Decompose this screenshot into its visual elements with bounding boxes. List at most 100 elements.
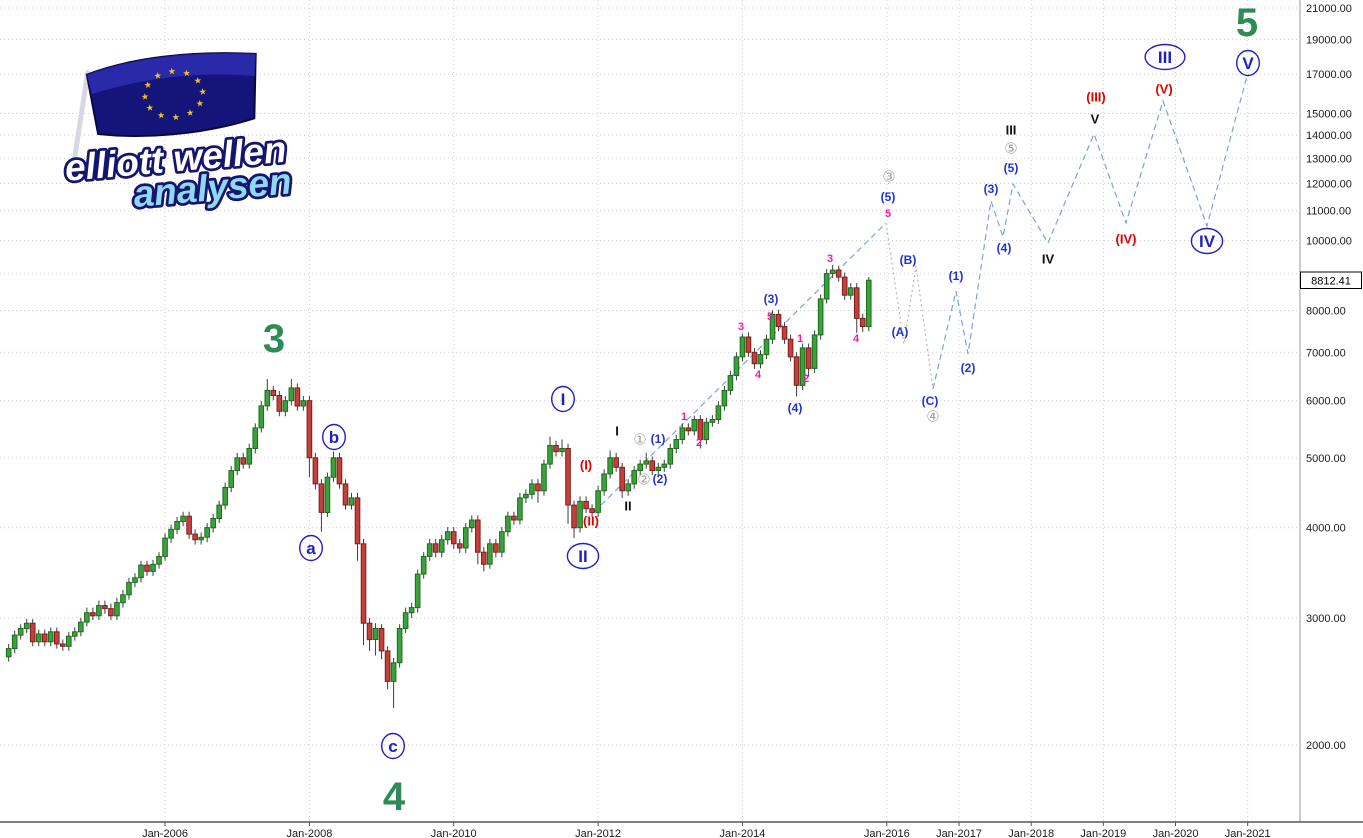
candle-body [763,338,770,356]
candle-body [583,500,589,510]
candle-body [240,457,247,465]
candle-body [438,539,445,553]
candle-body [90,612,96,617]
candle-body [679,427,686,440]
x-axis-label: Jan-2020 [1153,828,1199,838]
candle-body [41,633,48,643]
candle-body [132,577,138,583]
last-price-box: 8812.41 [1300,271,1362,289]
candle-body [360,543,367,624]
candle-body [841,276,848,296]
y-axis-label: 14000.00 [1306,130,1352,142]
candle-body [66,635,72,647]
candle-body [53,631,60,645]
candle-body [595,490,601,513]
eu-star: ★ [193,75,202,86]
candle-body [805,347,812,369]
wave-label-pink: 5 [885,208,891,220]
wave-label-bluecirc: b [329,428,339,447]
y-axis-label: 8000.00 [1306,306,1346,318]
candle-body [156,555,162,565]
candle-body [703,421,710,441]
candle-body [96,605,102,617]
candle-body [571,504,577,529]
candle-body [811,334,818,369]
candle-body [493,543,499,553]
wave-label-bluecirc: V [1242,54,1254,73]
wave-label-pink: 2 [803,373,809,385]
candle-body [180,515,186,523]
candle-body [721,389,728,407]
candle-body [517,497,523,521]
candle-body [216,504,222,520]
abc-correction-projection [885,222,934,390]
wave-label-blueparen: (5) [881,190,896,204]
x-axis-label: Jan-2017 [936,828,982,838]
candle-body [23,622,30,630]
candle-body [120,594,126,604]
y-axis-label: 11000.00 [1306,206,1351,218]
eu-star: ★ [182,68,191,79]
candle-body [29,622,36,643]
candle-body [553,445,559,453]
wave-label-circle [566,542,600,570]
candle-body [733,356,740,376]
y-axis-label: 2000.00 [1306,740,1346,752]
candle-body [35,633,42,643]
candle-body [541,463,547,492]
candle-body [475,519,481,553]
candle-body [535,483,541,492]
y-axis-label: 6000.00 [1306,396,1346,408]
wave-label-red: (IV) [1116,232,1137,247]
candle-body [799,347,806,386]
candle-body [348,497,355,506]
eu-star: ★ [143,80,152,91]
candle-body [793,356,800,386]
wave-label-black: I [615,424,619,439]
candle-body [697,419,704,440]
candle-body [312,457,319,485]
wave-label-circle [299,534,324,562]
candle-body [432,543,439,553]
candle-body [324,476,331,514]
candle-body [300,400,307,407]
candle-body [222,486,228,506]
candle-body [769,313,776,340]
wave-label-pink: 1 [681,411,687,423]
candle-body [252,427,259,449]
candle-body [336,457,343,485]
wave-label-blueparen: (1) [651,432,666,446]
candle-body [264,389,271,407]
wave-label-pink: 3 [827,253,833,265]
candle-body [108,608,114,617]
y-axis-label: 15000.00 [1306,109,1352,121]
x-axis-layer: Jan-2006 Jan-2008 Jan-2010 Jan-2012 Jan-2014… [0,821,1363,838]
logo: ★ ★★★★★★★★★★★ elliott wellen analysen [60,52,296,218]
wave-label-bluecirc: c [388,737,397,756]
candle-body [138,564,144,579]
candle-body [523,493,529,499]
wave-label-blueparen: (A) [892,325,909,339]
candle-body [859,317,866,327]
y-axis-label: 4000.00 [1306,523,1346,535]
candle-body [637,463,644,472]
x-axis-label: Jan-2010 [431,828,477,838]
candle-body [372,628,379,640]
candle-body [505,515,511,533]
candle-body [330,457,337,478]
candle-body [667,448,674,465]
eu-flag-highlight [86,53,256,95]
candle-body [673,439,680,449]
last-price-box-bg [1300,271,1362,289]
wave-label-pink: 1 [797,333,803,345]
candle-body [192,533,198,541]
candle-body [384,650,391,682]
x-axis-label: Jan-2016 [864,828,910,838]
wave-label-blueparen: (5) [1004,161,1019,175]
candle-body [354,497,361,545]
wave-label-blueparen: (4) [997,241,1012,255]
candle-body [619,466,625,492]
wave-label-circle [322,423,347,451]
